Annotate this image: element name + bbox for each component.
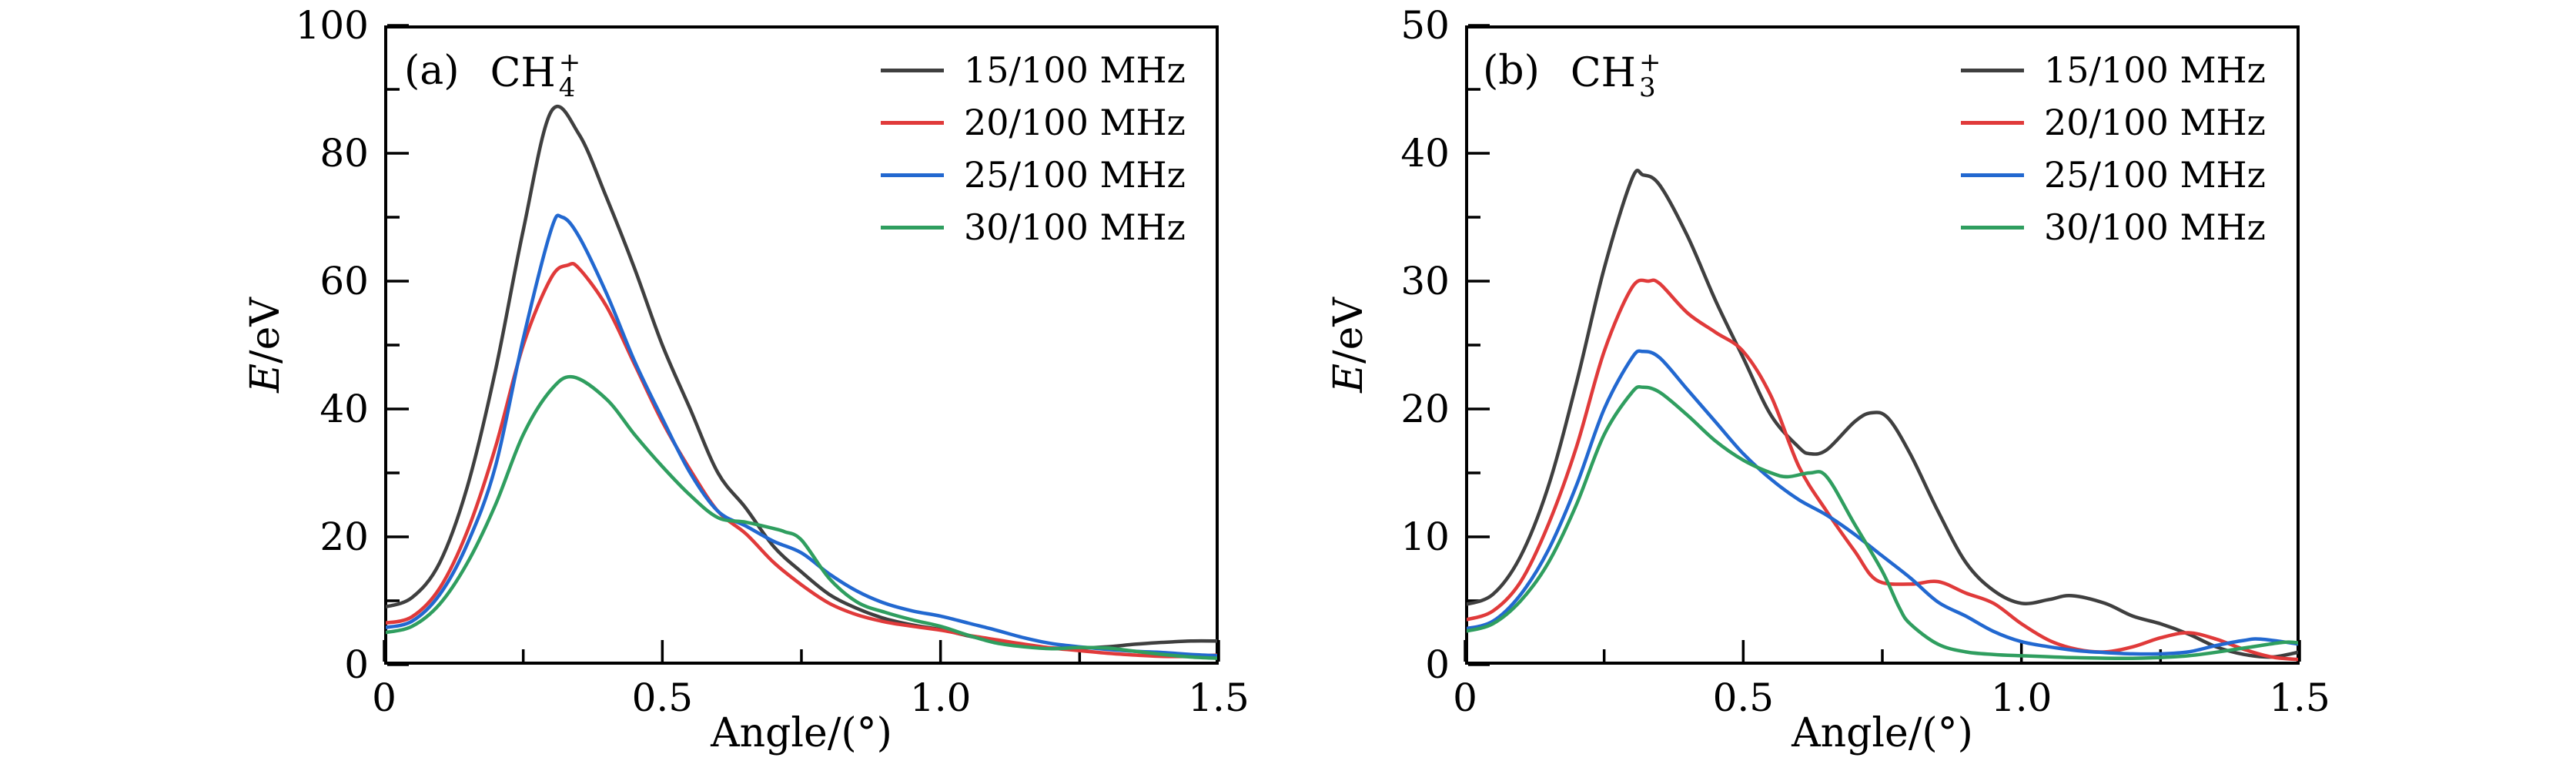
y-tick-label: 20 bbox=[319, 515, 369, 559]
legend-entry: 20/100 MHz bbox=[1961, 101, 2266, 144]
plot-frame bbox=[384, 25, 1219, 665]
panel-a-tag: (a) bbox=[404, 48, 460, 94]
legend-line-20-100-icon bbox=[1961, 120, 2024, 125]
panel-a-x-axis-label: Angle/(°) bbox=[711, 710, 892, 756]
curves-group bbox=[386, 104, 1217, 660]
legend-line-20-100-icon bbox=[881, 120, 944, 125]
x-tick-label: 0.5 bbox=[1712, 675, 1775, 720]
y-tick-label: 50 bbox=[1400, 3, 1450, 48]
y-tick-label: 30 bbox=[1400, 259, 1450, 303]
panel-a-title: (a) CH + 4 bbox=[404, 47, 581, 103]
legend-line-25-100-icon bbox=[1961, 173, 2024, 177]
panel-a-molecule-subscript: 4 bbox=[558, 72, 576, 103]
legend-line-30-100-icon bbox=[1961, 225, 2024, 230]
x-tick-label: 0 bbox=[1453, 675, 1477, 720]
legend-entry: 15/100 MHz bbox=[1961, 49, 2266, 92]
y-tick-label: 0 bbox=[344, 642, 369, 687]
series-curve-25-100-mhz bbox=[1467, 349, 2298, 656]
panel-b-tag: (b) bbox=[1483, 48, 1540, 94]
panel-a-y-axis-label: E/eV bbox=[243, 297, 289, 393]
legend-entry: 15/100 MHz bbox=[881, 49, 1186, 92]
panel-b-y-axis-label: E/eV bbox=[1326, 297, 1372, 393]
legend-line-30-100-icon bbox=[881, 225, 944, 230]
curves-group bbox=[1467, 169, 2298, 662]
x-tick-label: 1.0 bbox=[1990, 675, 2052, 720]
panel-b-title: (b) CH + 3 bbox=[1483, 47, 1661, 103]
legend-entry: 20/100 MHz bbox=[881, 101, 1186, 144]
legend-entry: 30/100 MHz bbox=[1961, 206, 2266, 249]
y-tick-label: 40 bbox=[319, 387, 369, 431]
panel-a-molecule: CH + 4 bbox=[490, 47, 581, 103]
series-curve-15-100-mhz bbox=[1467, 169, 2298, 659]
panel-a-molecule-superscript: + bbox=[558, 47, 581, 78]
plot-area-a bbox=[383, 24, 1220, 666]
panel-b-molecule-subscript: 3 bbox=[1639, 72, 1656, 103]
series-curve-15-100-mhz bbox=[386, 104, 1217, 650]
series-curve-30-100-mhz bbox=[1467, 384, 2298, 661]
legend-line-25-100-icon bbox=[881, 173, 944, 177]
panel-b-molecule-superscript: + bbox=[1639, 47, 1661, 78]
y-tick-label: 100 bbox=[295, 3, 369, 48]
y-tick-label: 60 bbox=[319, 259, 369, 303]
legend-entry: 25/100 MHz bbox=[1961, 153, 2266, 196]
series-curve-25-100-mhz bbox=[386, 213, 1217, 658]
legend-line-15-100-icon bbox=[881, 68, 944, 72]
plot-area-b bbox=[1464, 24, 2301, 666]
panel-b-x-axis-label: Angle/(°) bbox=[1791, 710, 1973, 756]
x-tick-label: 1.5 bbox=[2269, 675, 2330, 720]
series-curve-20-100-mhz bbox=[1467, 278, 2298, 662]
x-tick-label: 0.5 bbox=[631, 675, 694, 720]
x-tick-label: 1.0 bbox=[909, 675, 972, 720]
y-tick-label: 20 bbox=[1400, 387, 1450, 431]
legend-entry: 25/100 MHz bbox=[881, 153, 1186, 196]
legend-entry: 30/100 MHz bbox=[881, 206, 1186, 249]
y-tick-label: 10 bbox=[1400, 515, 1450, 559]
y-tick-label: 0 bbox=[1425, 642, 1450, 687]
y-tick-label: 80 bbox=[319, 131, 369, 176]
series-curve-20-100-mhz bbox=[386, 261, 1217, 659]
y-tick-label: 40 bbox=[1400, 131, 1450, 176]
plot-frame bbox=[1465, 25, 2300, 665]
panel-b-molecule: CH + 3 bbox=[1570, 47, 1661, 103]
x-tick-label: 0 bbox=[372, 675, 396, 720]
legend-line-15-100-icon bbox=[1961, 68, 2024, 72]
x-tick-label: 1.5 bbox=[1188, 675, 1250, 720]
series-curve-30-100-mhz bbox=[386, 374, 1217, 660]
